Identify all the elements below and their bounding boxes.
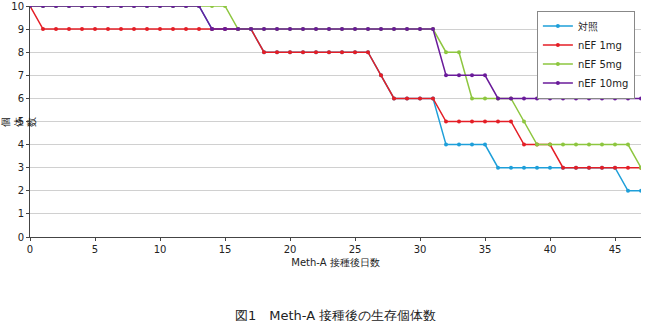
svg-text:7: 7 <box>18 70 24 81</box>
svg-text:45: 45 <box>609 244 622 255</box>
svg-text:5: 5 <box>18 116 24 127</box>
svg-text:3: 3 <box>18 162 24 173</box>
svg-text:15: 15 <box>219 244 232 255</box>
svg-text:20: 20 <box>284 244 297 255</box>
svg-text:0: 0 <box>18 232 24 243</box>
svg-text:6: 6 <box>18 93 24 104</box>
svg-text:2: 2 <box>18 185 24 196</box>
svg-text:nEF 10mg: nEF 10mg <box>578 78 628 89</box>
svg-text:1: 1 <box>18 208 24 219</box>
svg-text:nEF 1mg: nEF 1mg <box>578 40 622 51</box>
svg-text:40: 40 <box>544 244 557 255</box>
svg-text:図1 Meth-A 接種後の生存個体数: 図1 Meth-A 接種後の生存個体数 <box>235 308 436 321</box>
svg-text:個体数: 個体数 <box>0 117 37 127</box>
svg-text:10: 10 <box>154 244 167 255</box>
svg-text:35: 35 <box>479 244 492 255</box>
svg-text:4: 4 <box>18 139 24 150</box>
svg-text:9: 9 <box>18 24 24 35</box>
svg-text:10: 10 <box>11 1 24 12</box>
svg-text:対照: 対照 <box>578 21 598 32</box>
svg-text:8: 8 <box>18 47 24 58</box>
svg-text:30: 30 <box>414 244 427 255</box>
svg-text:25: 25 <box>349 244 362 255</box>
svg-text:nEF 5mg: nEF 5mg <box>578 59 622 70</box>
svg-text:Meth-A 接種後日数: Meth-A 接種後日数 <box>291 257 379 268</box>
svg-text:0: 0 <box>27 244 33 255</box>
svg-text:5: 5 <box>92 244 98 255</box>
